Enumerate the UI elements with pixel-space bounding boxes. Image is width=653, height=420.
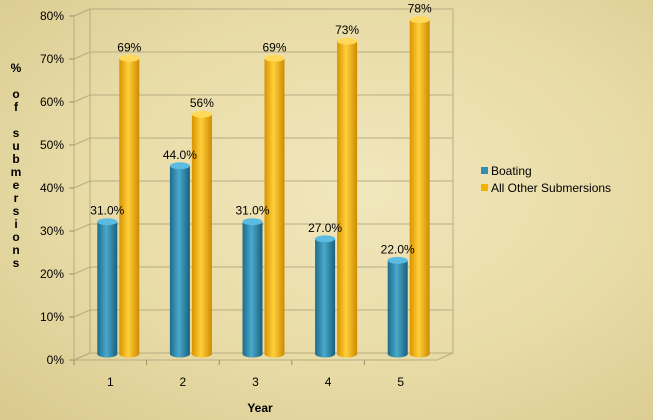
x-tick-label: 5 — [397, 375, 404, 389]
y-axis-title-letter: r — [14, 191, 19, 205]
data-label: 22.0% — [381, 242, 415, 256]
x-tick-label: 1 — [107, 375, 114, 389]
bar-top — [169, 162, 190, 170]
bar-top — [264, 54, 285, 62]
y-tick-label: 40% — [40, 181, 64, 195]
bar-all-other-submersions — [191, 110, 212, 358]
bar-top — [191, 110, 212, 118]
legend-label: Boating — [491, 164, 532, 178]
y-tick-label: 70% — [40, 52, 64, 66]
y-axis-title-letter: m — [11, 165, 22, 179]
y-axis-title-letter: o — [12, 230, 19, 244]
x-tick-label: 4 — [325, 375, 332, 389]
data-label: 31.0% — [235, 204, 269, 218]
data-label: 44.0% — [163, 148, 197, 162]
legend-label: All Other Submersions — [491, 181, 611, 195]
x-tick-label: 2 — [180, 375, 187, 389]
gridline-depth — [73, 8, 91, 17]
bar-all-other-submersions — [264, 54, 285, 358]
x-axis-ticks: 1 2 3 4 5 — [73, 360, 404, 389]
gridline-depth — [73, 309, 91, 318]
data-label: 27.0% — [308, 221, 342, 235]
bar-top — [387, 256, 408, 264]
gridline-depth — [73, 223, 91, 232]
bar-body — [97, 221, 118, 358]
bar-top — [409, 16, 430, 24]
bar-body — [169, 165, 190, 358]
gridline-depth — [73, 180, 91, 189]
bar-boating — [169, 162, 190, 358]
y-axis-title-letter: % — [11, 61, 22, 75]
data-label: 69% — [262, 40, 286, 54]
data-label: 73% — [335, 23, 359, 37]
bar-top — [242, 218, 263, 226]
gridline-depth — [73, 51, 91, 60]
bar-body — [409, 19, 430, 358]
data-label: 69% — [117, 40, 141, 54]
bar-boating — [242, 218, 263, 358]
y-tick-label: 0% — [47, 353, 65, 367]
bar-body — [264, 58, 285, 358]
y-tick-label: 60% — [40, 95, 64, 109]
y-axis-title-letter: s — [13, 204, 20, 218]
y-axis-title-letter: f — [14, 100, 19, 114]
y-axis-title-letter: o — [12, 87, 19, 101]
bar-body — [119, 58, 140, 358]
bars — [97, 16, 430, 358]
legend-swatch — [481, 184, 488, 191]
y-tick-label: 80% — [40, 9, 64, 23]
gridline-depth — [73, 94, 91, 103]
gridline-depth — [73, 352, 91, 361]
data-label: 31.0% — [90, 204, 124, 218]
gridline-depth — [73, 266, 91, 275]
y-axis-title-letter: n — [12, 243, 19, 257]
data-labels: 31.0% 69% 44.0% 56% 31.0% 69% 27.0% 73% 22.0% 78% — [90, 2, 432, 257]
y-axis-title-letter: u — [12, 139, 19, 153]
bar-all-other-submersions — [337, 37, 358, 358]
y-axis-title-letter: i — [14, 217, 17, 231]
legend: Boating All Other Submersions — [481, 164, 611, 195]
bar-top — [337, 37, 358, 45]
bar-body — [337, 41, 358, 358]
y-axis-title-letter: b — [12, 152, 19, 166]
bar-all-other-submersions — [119, 54, 140, 358]
bar-body — [191, 114, 212, 358]
y-axis-title-letter: s — [13, 256, 20, 270]
y-tick-label: 20% — [40, 267, 64, 281]
data-label: 56% — [190, 96, 214, 110]
y-axis-title-letter: s — [13, 126, 20, 140]
x-tick-label: 3 — [252, 375, 259, 389]
y-tick-label: 30% — [40, 224, 64, 238]
bar-body — [387, 260, 408, 358]
bar-top — [315, 235, 336, 243]
y-axis-ticks: 0% 10% 20% 30% 40% 50% 60% 70% 80% — [40, 9, 74, 367]
y-tick-label: 10% — [40, 310, 64, 324]
bar-boating — [315, 235, 336, 358]
bar-body — [242, 221, 263, 358]
gridline-depth — [73, 137, 91, 146]
bar-body — [315, 238, 336, 358]
x-axis-title: Year — [247, 401, 273, 415]
data-label: 78% — [408, 2, 432, 16]
bar-top — [97, 218, 118, 226]
legend-swatch — [481, 167, 488, 174]
y-axis-title-letter: e — [13, 178, 20, 192]
bar-all-other-submersions — [409, 16, 430, 358]
bar-boating — [97, 218, 118, 358]
bar-boating — [387, 256, 408, 358]
bar-top — [119, 54, 140, 62]
y-tick-label: 50% — [40, 138, 64, 152]
